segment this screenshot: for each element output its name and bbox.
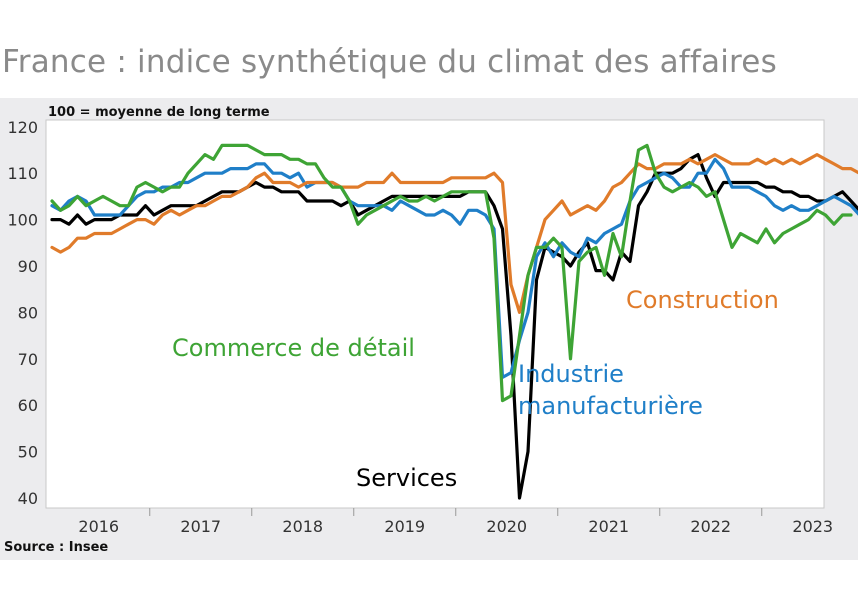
series-annotation-label: Services: [356, 464, 457, 492]
chart-source: Source : Insee: [4, 540, 109, 555]
y-tick-label: 90: [18, 257, 38, 276]
x-tick-label: 2017: [180, 517, 221, 536]
y-tick-label: 60: [18, 396, 38, 415]
series-annotation-label: manufacturière: [518, 392, 703, 420]
series-annotation-label: Construction: [626, 286, 779, 314]
series-line-commerce-de-d-tail: [50, 143, 853, 403]
x-tick-label: 2016: [78, 517, 119, 536]
chart-note: 100 = moyenne de long terme: [48, 105, 270, 120]
x-tick-label: 2022: [690, 517, 731, 536]
y-tick-label: 50: [18, 443, 38, 462]
series-line-construction: [50, 153, 858, 314]
y-tick-label: 110: [7, 164, 38, 183]
y-tick-label: 120: [7, 118, 38, 137]
x-tick-label: 2021: [588, 517, 629, 536]
series-line-services: [50, 153, 858, 500]
y-tick-label: 70: [18, 350, 38, 369]
series-annotation-label: Commerce de détail: [172, 334, 415, 362]
y-tick-label: 100: [7, 211, 38, 230]
chart-title: France : indice synthétique du climat de…: [2, 44, 777, 80]
x-tick-label: 2020: [486, 517, 527, 536]
series-line-industrie-manufacturi-re: [50, 157, 858, 379]
x-tick-label: 2023: [792, 517, 833, 536]
x-tick-label: 2018: [282, 517, 323, 536]
series-annotation-label: Industrie: [518, 360, 624, 388]
y-tick-label: 40: [18, 489, 38, 508]
x-tick-label: 2019: [384, 517, 425, 536]
y-tick-label: 80: [18, 303, 38, 322]
